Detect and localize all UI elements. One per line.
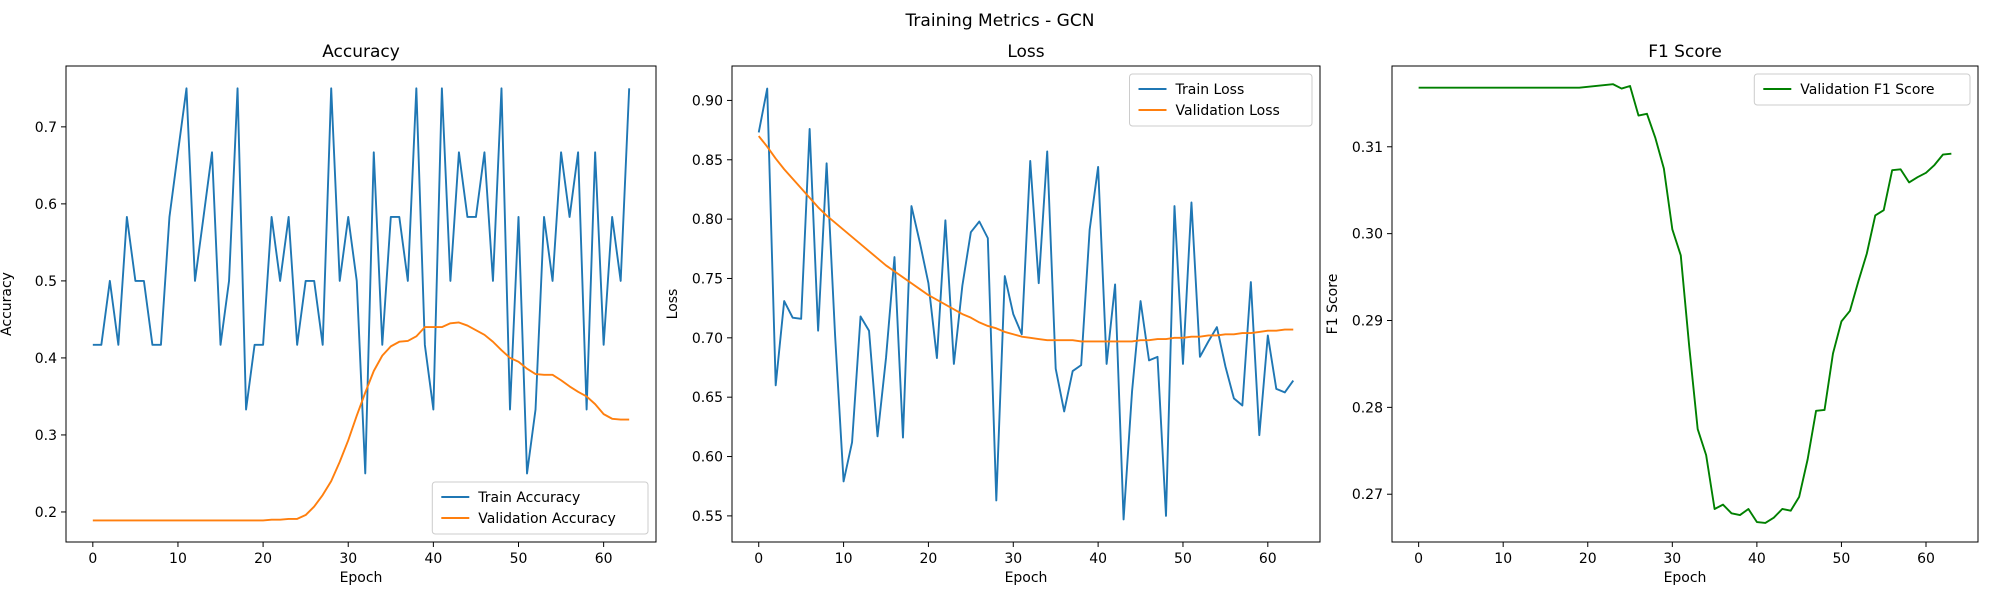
series-line-validation-accuracy (92, 321, 630, 522)
charts-container: Accuracy 0 10 20 30 40 50 60 0.2 0.3 0.4 0.5 0.6 0.7 E… (0, 42, 1979, 586)
series-line-validation-loss (757, 135, 1294, 343)
accuracy-axes-frame (65, 65, 657, 543)
legend-label: Train Accuracy (477, 490, 580, 506)
y-tick-label: 0.60 (692, 450, 723, 466)
y-tick-label: 0.29 (1352, 314, 1383, 330)
y-tick-label: 0.5 (35, 274, 57, 290)
y-tick-label: 0.85 (692, 153, 723, 169)
x-tick-label: 10 (1494, 551, 1512, 567)
y-tick-label: 0.28 (1352, 400, 1383, 416)
legend-box (1753, 73, 1971, 106)
y-tick-label: 0.31 (1352, 140, 1383, 156)
y-tick-label: 0.7 (35, 120, 57, 136)
accuracy-panel: Accuracy 0 10 20 30 40 50 60 0.2 0.3 0.4 0.5 0.6 0.7 E… (0, 42, 657, 586)
series-line-train-loss (757, 87, 1295, 521)
x-axis-label: Epoch (1664, 570, 1707, 586)
x-tick-label: 20 (254, 551, 272, 567)
series-line-train-accuracy (92, 87, 631, 475)
x-tick-label: 50 (1174, 551, 1192, 567)
y-tick-label: 0.90 (692, 93, 723, 109)
legend-box (1129, 73, 1313, 127)
legend-label: Validation F1 Score (1800, 82, 1934, 98)
loss-axes-frame (731, 65, 1321, 543)
y-tick-label: 0.55 (692, 509, 723, 525)
legend-box (431, 481, 649, 535)
x-axis-label: Epoch (340, 570, 383, 586)
x-tick-label: 50 (1833, 551, 1851, 567)
x-tick-label: 10 (835, 551, 853, 567)
y-tick-label: 0.30 (1352, 227, 1383, 243)
x-tick-label: 0 (88, 551, 97, 567)
x-tick-label: 60 (1917, 551, 1935, 567)
x-tick-label: 60 (1259, 551, 1277, 567)
series-line-validation-f1-score (1418, 83, 1952, 524)
legend-label: Validation Loss (1176, 103, 1280, 119)
loss-panel: Loss 0 10 20 30 40 50 60 0.55 0.60 0.65 0.70 0.75 0.8… (665, 42, 1321, 586)
legend-label: Train Loss (1175, 82, 1245, 98)
legend-label: Validation Accuracy (478, 511, 616, 527)
y-axis-label: Accuracy (0, 272, 15, 336)
x-tick-label: 0 (1414, 551, 1423, 567)
x-tick-label: 30 (339, 551, 357, 567)
y-tick-label: 0.2 (35, 505, 57, 521)
y-tick-label: 0.4 (35, 351, 57, 367)
x-tick-label: 40 (424, 551, 442, 567)
f1-score-panel: F1 Score 0 10 20 30 40 50 60 0.27 0.28 0.29 0.30 0.3… (1325, 42, 1979, 586)
figure-title: Training Metrics - GCN (905, 11, 1095, 31)
y-axis-label: F1 Score (1325, 274, 1341, 335)
x-tick-label: 30 (1004, 551, 1022, 567)
x-tick-label: 0 (754, 551, 763, 567)
y-axis-label: Loss (665, 289, 681, 320)
x-tick-label: 50 (510, 551, 528, 567)
x-tick-label: 30 (1663, 551, 1681, 567)
x-tick-label: 60 (595, 551, 613, 567)
legend: Validation F1 Score (1753, 73, 1971, 106)
x-tick-label: 40 (1089, 551, 1107, 567)
x-tick-label: 10 (169, 551, 187, 567)
y-tick-label: 0.75 (692, 271, 723, 287)
y-tick-label: 0.27 (1352, 487, 1383, 503)
x-tick-label: 20 (920, 551, 938, 567)
y-tick-label: 0.70 (692, 331, 723, 347)
y-tick-label: 0.65 (692, 390, 723, 406)
y-tick-label: 0.6 (35, 197, 57, 213)
y-tick-label: 0.3 (35, 428, 57, 444)
x-axis-label: Epoch (1005, 570, 1048, 586)
f1-score-axes-frame (1391, 65, 1979, 543)
loss-title: Loss (1007, 42, 1044, 62)
legend: Train Accuracy Validation Accuracy (431, 481, 649, 535)
x-tick-label: 40 (1748, 551, 1766, 567)
accuracy-title: Accuracy (322, 42, 400, 62)
x-tick-label: 20 (1579, 551, 1597, 567)
legend: Train Loss Validation Loss (1129, 73, 1313, 127)
y-tick-label: 0.80 (692, 212, 723, 228)
f1-score-title: F1 Score (1648, 42, 1722, 62)
